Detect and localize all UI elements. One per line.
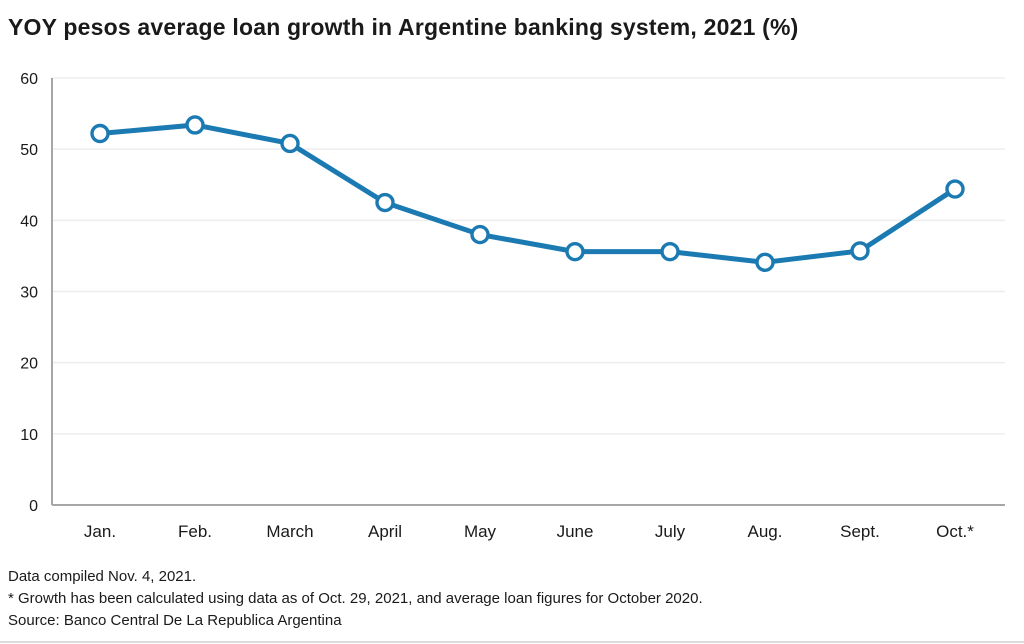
y-tick-label: 60 — [20, 71, 38, 88]
y-tick-label: 40 — [20, 213, 38, 230]
footnote-growth-note: * Growth has been calculated using data … — [8, 590, 703, 607]
data-point-marker — [755, 252, 775, 273]
chart-footnotes: Data compiled Nov. 4, 2021. * Growth has… — [8, 566, 1008, 632]
data-point-marker — [850, 241, 870, 261]
footnote-data-compiled: Data compiled Nov. 4, 2021. — [8, 568, 197, 585]
x-tick-label: Jan. — [84, 522, 116, 541]
data-point-marker — [185, 115, 205, 135]
bottom-rule — [0, 641, 1024, 643]
data-point-marker — [660, 241, 680, 262]
x-tick-label: April — [368, 522, 402, 541]
x-tick-label: Oct.* — [936, 522, 974, 541]
x-tick-label: March — [266, 522, 313, 541]
data-point-marker — [470, 224, 490, 245]
x-tick-label: July — [655, 522, 686, 541]
y-tick-label: 30 — [20, 285, 38, 302]
chart-title: YOY pesos average loan growth in Argenti… — [8, 14, 799, 40]
data-point-marker — [565, 241, 585, 262]
y-tick-label: 20 — [20, 356, 38, 373]
data-point-marker — [280, 133, 300, 154]
x-tick-label: May — [464, 522, 497, 541]
x-tick-label: Aug. — [748, 522, 783, 541]
data-point-marker — [945, 179, 965, 199]
footnote-source: Source: Banco Central De La Republica Ar… — [8, 612, 342, 629]
x-tick-label: June — [557, 522, 594, 541]
data-point-marker — [90, 123, 110, 144]
x-tick-label: Feb. — [178, 522, 212, 541]
y-tick-label: 0 — [29, 498, 38, 515]
x-tick-label: Sept. — [840, 522, 880, 541]
y-tick-label: 50 — [20, 142, 38, 159]
y-tick-label: 10 — [20, 427, 38, 444]
data-point-marker — [375, 192, 395, 213]
trend-line — [97, 122, 958, 265]
